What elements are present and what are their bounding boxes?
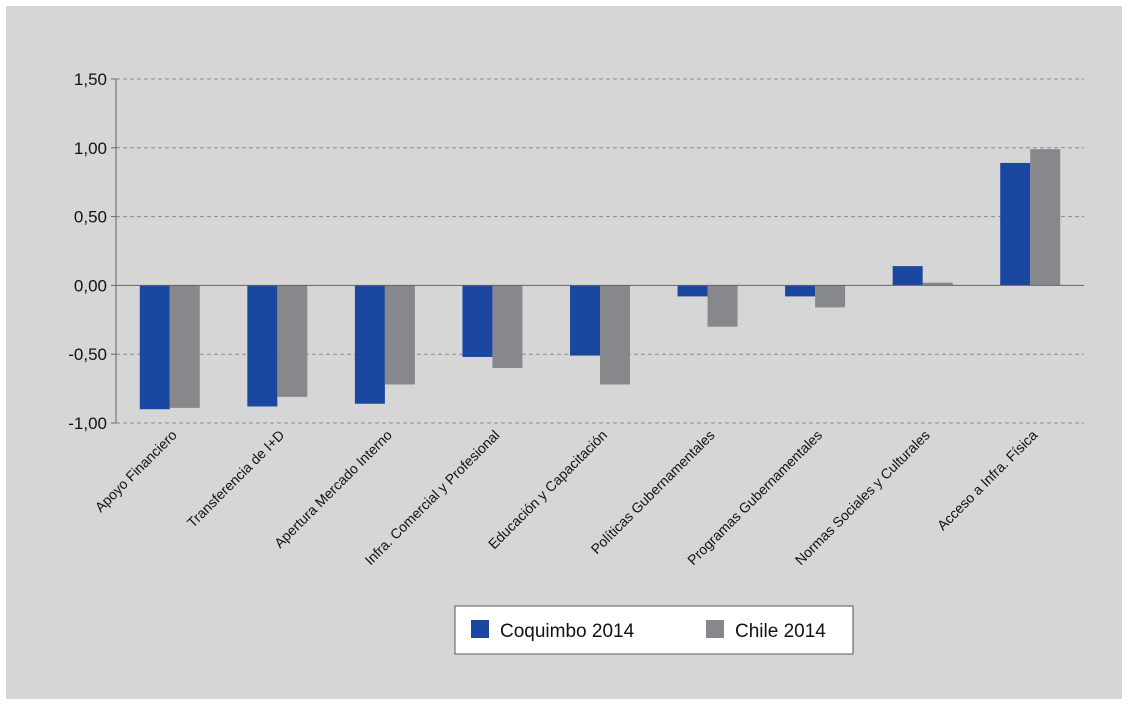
bar-coquimbo-acceso-a-infra-fisica [1000,162,1031,286]
bars [139,149,1061,410]
bar-coquimbo-transferencia-de-i-d [247,285,278,407]
x-category-label-apoyo-financiero: Apoyo Financiero [92,427,181,516]
bar-chile-programas-gubernamentales [815,285,846,308]
legend-label-chile: Chile 2014 [735,621,826,642]
x-category-label-acceso-a-infra-fisica: Acceso a Infra. Física [934,427,1041,534]
bar-chile-acceso-a-infra-fisica [1030,149,1061,286]
y-axis-ticks: 1,50 1,00 0,50 0,00 -0,50 -1,00 [68,70,116,433]
bar-coquimbo-programas-gubernamentales [785,285,816,297]
bar-chile-normas-sociales-y-culturales [922,282,953,286]
legend-box [454,605,854,655]
bar-coquimbo-apoyo-financiero [139,285,170,410]
bar-coquimbo-politicas-gubernamentales [677,285,708,297]
bar-chile-politicas-gubernamentales [707,285,738,327]
bar-chile-infra-comercial-y-profesional [492,285,523,368]
x-axis-category-labels: Apoyo Financiero Transferencia de I+DAper… [92,427,1041,568]
bar-coquimbo-infra-comercial-y-profesional [462,285,493,357]
bar-coquimbo-apertura-mercado-interno [354,285,385,404]
y-tick-label: 1,50 [74,70,107,89]
bar-chile-apoyo-financiero [169,285,200,408]
bar-chile-educacion-y-capacitacion [600,285,630,385]
y-tick-label: 0,00 [74,276,107,295]
y-tick-label: 1,00 [74,139,107,158]
x-category-label-apertura-mercado-interno: Apertura Mercado Interno [271,427,395,551]
legend-swatch-coquimbo [471,620,489,638]
y-tick-label: -0,50 [68,345,107,364]
x-category-label-educacion-y-capacitacion: Educación y Capacitación [485,427,610,552]
legend: Coquimbo 2014 Chile 2014 [454,605,854,655]
bar-chile-apertura-mercado-interno [384,285,415,385]
legend-swatch-chile [706,620,724,638]
y-tick-label: -1,00 [68,414,107,433]
y-tick-label: 0,50 [74,208,107,227]
legend-label-coquimbo: Coquimbo 2014 [500,621,635,642]
bar-coquimbo-educacion-y-capacitacion [570,285,600,356]
x-category-label-transferencia-de-i-d: Transferencia de I+D [184,427,288,531]
bar-coquimbo-normas-sociales-y-culturales [892,266,923,286]
bar-chile-transferencia-de-i-d [277,285,308,397]
x-category-label-politicas-gubernamentales: Políticas Gubernamentales [588,427,718,557]
